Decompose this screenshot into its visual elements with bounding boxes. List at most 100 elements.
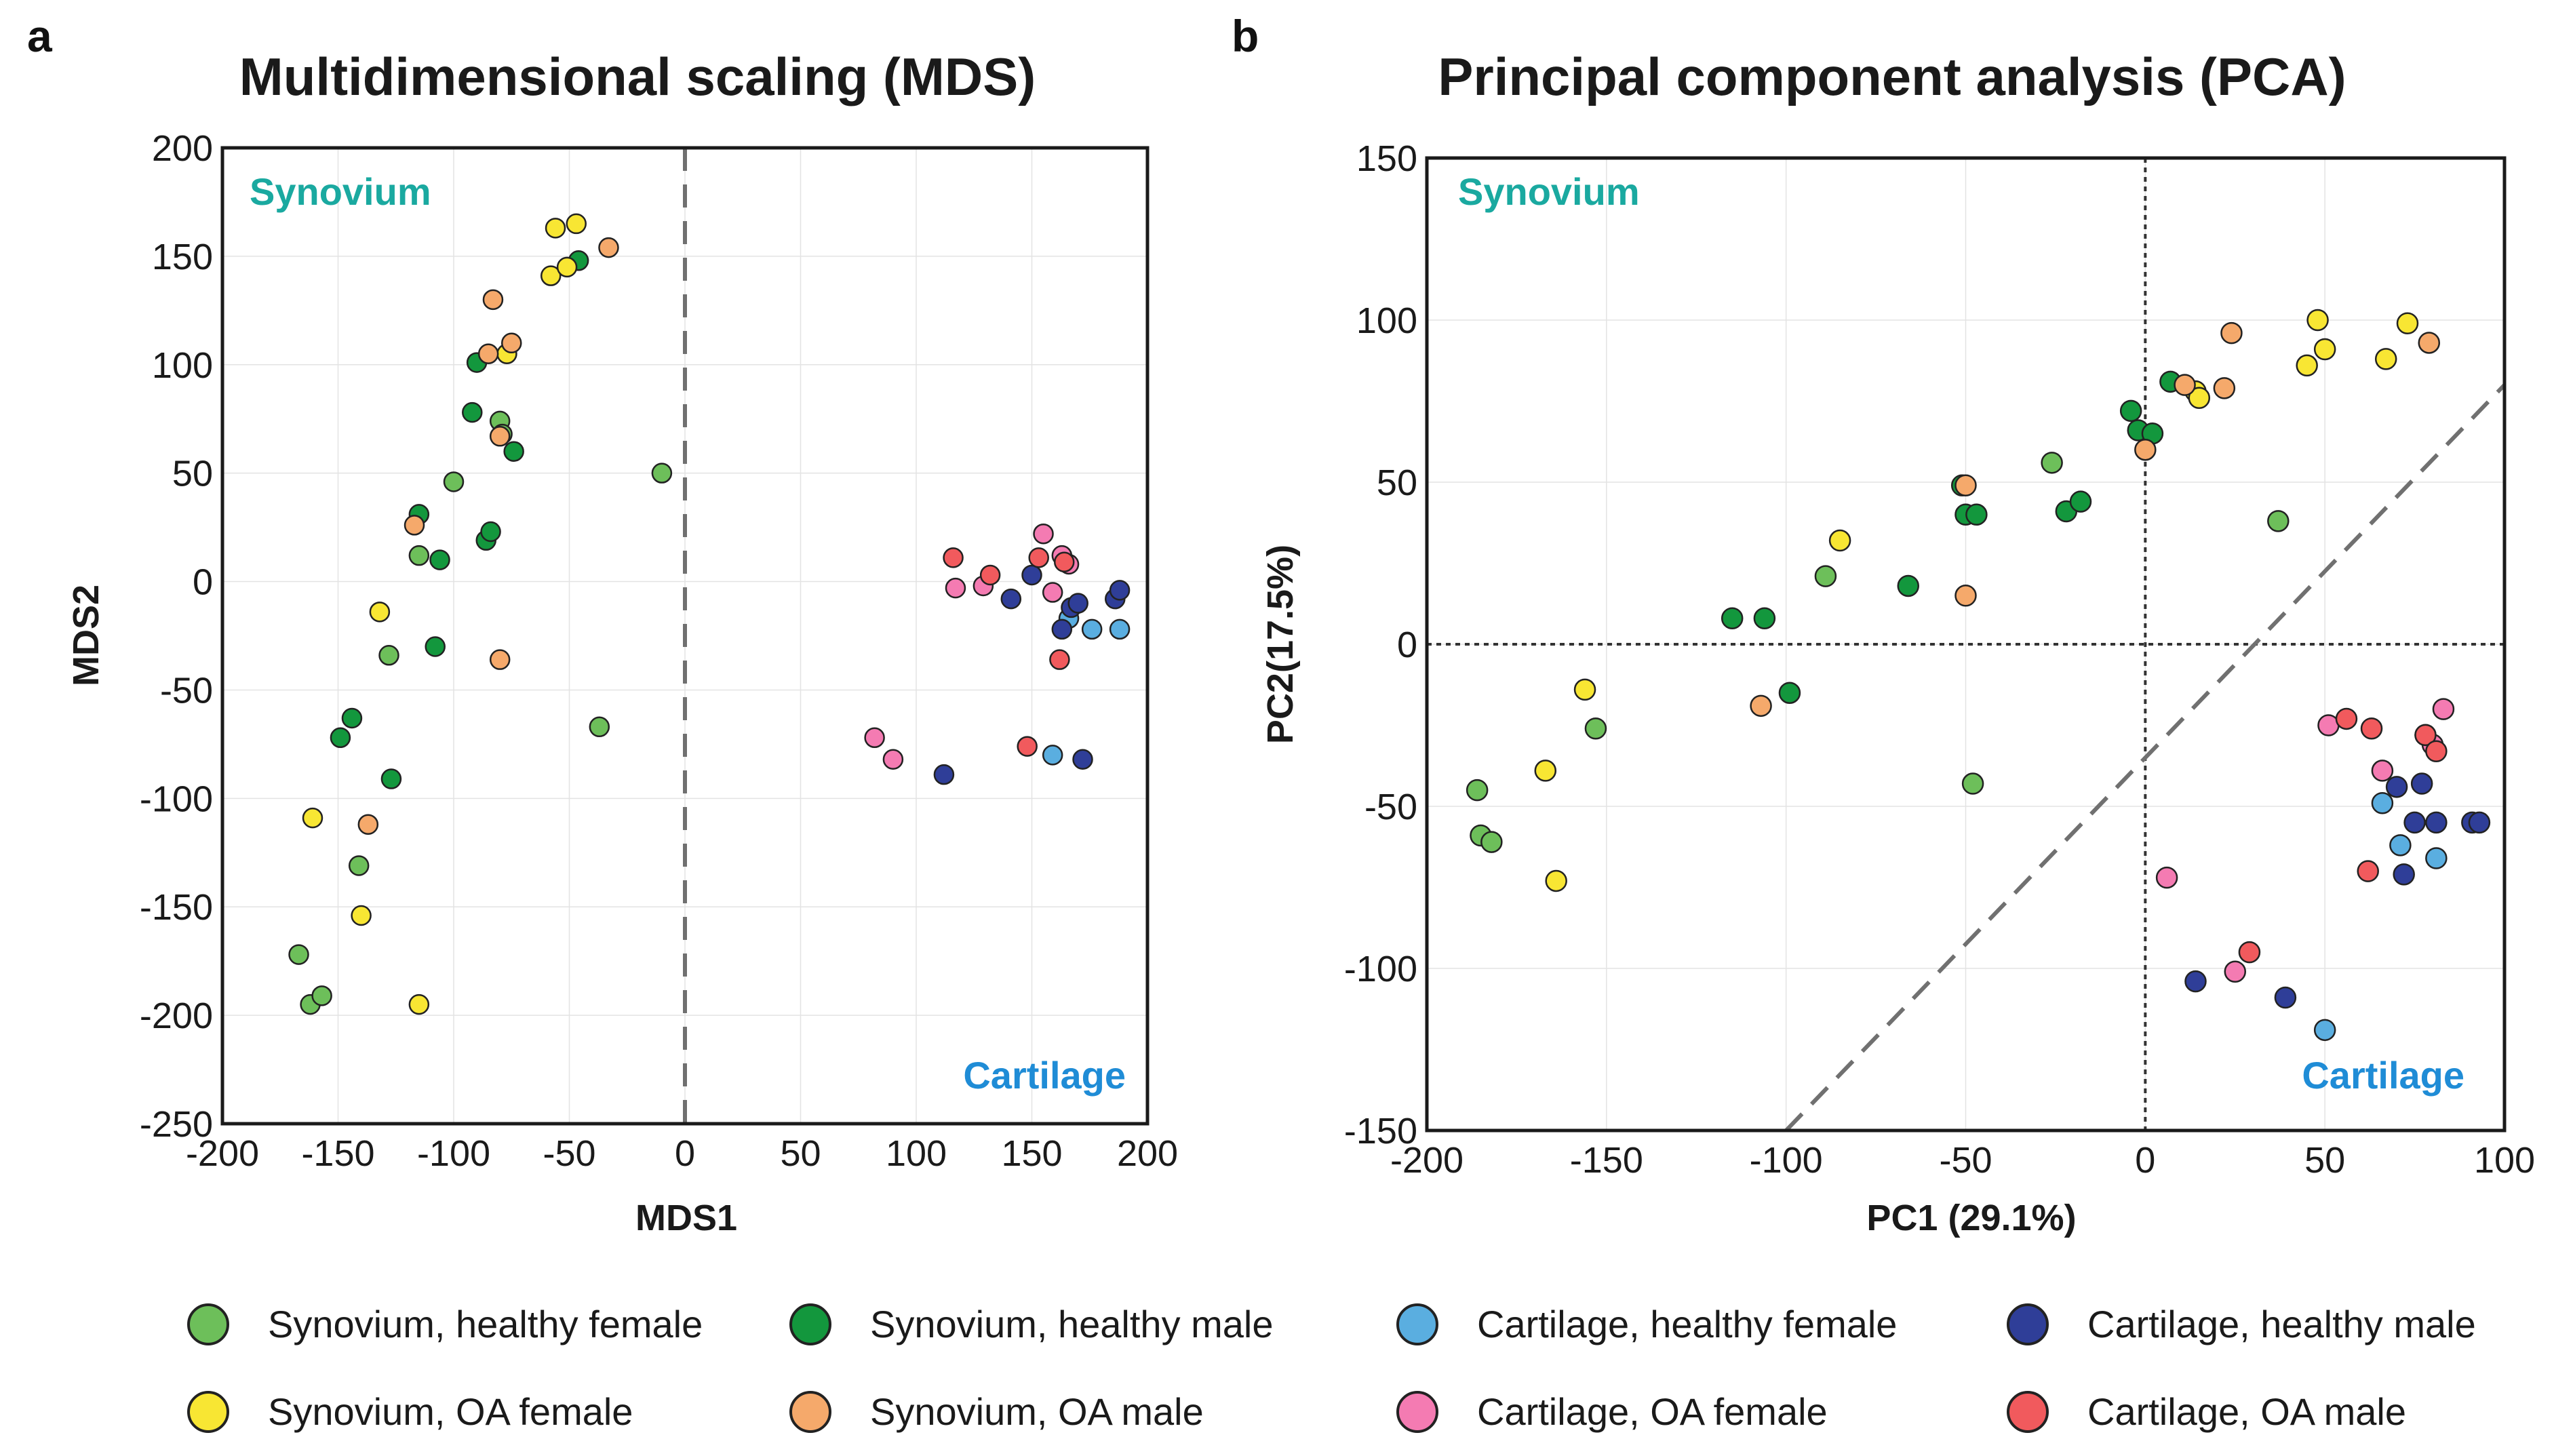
- pca-point-cartilage-healthy-male: [2184, 970, 2207, 993]
- legend-label-cartilage-oa-male: Cartilage, OA male: [2087, 1390, 2406, 1433]
- mds-x-tick-label: 0: [675, 1133, 695, 1174]
- pca-point-cartilage-oa-male: [2357, 860, 2379, 882]
- panel-letter-a: a: [27, 11, 53, 61]
- mds-point-synovium-healthy-male: [330, 727, 351, 749]
- mds-point-synovium-healthy-female: [651, 463, 673, 484]
- pca-point-cartilage-oa-female: [2432, 698, 2455, 720]
- mds-point-cartilage-healthy-male: [1109, 580, 1131, 601]
- pca-y-tick-label: -100: [1344, 949, 1417, 989]
- pca-point-synovium-oa-male: [2220, 321, 2243, 345]
- mds-point-synovium-oa-male: [477, 343, 499, 365]
- pca-point-synovium-healthy-female: [1480, 831, 1503, 853]
- pca-x-tick-label: 100: [2474, 1140, 2535, 1181]
- pca-point-synovium-healthy-male: [1965, 503, 1988, 526]
- legend-label-synovium-oa-male: Synovium, OA male: [870, 1390, 1204, 1433]
- mds-point-synovium-healthy-female: [378, 645, 399, 666]
- mds-point-synovium-oa-male: [501, 332, 522, 354]
- pca-point-cartilage-healthy-male: [2274, 986, 2297, 1009]
- mds-y-ticks: -250 -200 -150 -100 -50 0 50 100 150 200: [140, 128, 213, 1145]
- pca-x-ticks: -200 -150 -100 -50 0 50 100: [1390, 1140, 2535, 1181]
- mds-point-synovium-oa-female: [540, 265, 562, 286]
- mds-point-cartilage-healthy-male: [1021, 564, 1042, 586]
- mds-point-cartilage-oa-male: [1053, 551, 1075, 573]
- pca-point-cartilage-healthy-male: [2468, 811, 2491, 834]
- pca-point-cartilage-oa-female: [2224, 960, 2246, 983]
- mds-x-tick-label: 100: [886, 1133, 947, 1174]
- pca-point-synovium-oa-male: [2213, 377, 2236, 399]
- pca-point-synovium-healthy-female: [1961, 772, 1984, 795]
- mds-point-synovium-oa-male: [489, 649, 511, 670]
- mds-point-synovium-healthy-female: [408, 545, 430, 566]
- mds-x-tick-label: -100: [417, 1133, 490, 1174]
- mds-y-tick-label: 100: [152, 345, 213, 386]
- mds-x-tick-label: 200: [1117, 1133, 1178, 1174]
- pca-point-synovium-healthy-female: [1466, 779, 1489, 802]
- mds-grid: [222, 147, 1148, 1124]
- pca-point-cartilage-healthy-male: [2393, 863, 2415, 886]
- mds-point-cartilage-healthy-male: [1051, 618, 1073, 640]
- pca-point-synovium-healthy-male: [1778, 682, 1801, 704]
- pca-point-cartilage-oa-male: [2414, 724, 2437, 747]
- mds-point-synovium-healthy-male: [429, 549, 450, 570]
- pca-point-synovium-oa-male: [1750, 694, 1772, 717]
- pca-point-synovium-oa-male: [1954, 474, 1977, 497]
- pca-reference-line-segment: [1784, 383, 2507, 1133]
- mds-y-tick-label: 150: [152, 237, 213, 277]
- mds-point-cartilage-oa-male: [979, 564, 1001, 586]
- pca-point-cartilage-oa-male: [2360, 717, 2383, 740]
- mds-x-axis-label: MDS1: [635, 1198, 737, 1238]
- mds-point-cartilage-healthy-male: [1067, 593, 1088, 614]
- legend-marker-cartilage-oa-male: [2007, 1391, 2049, 1433]
- pca-y-tick-label: -50: [1364, 787, 1417, 827]
- panel-letter-b: b: [1232, 11, 1259, 61]
- legend-marker-synovium-oa-male: [789, 1391, 831, 1433]
- mds-point-cartilage-oa-female: [945, 577, 966, 599]
- mds-point-synovium-healthy-female: [443, 471, 465, 492]
- mds-point-cartilage-oa-male: [1017, 736, 1038, 757]
- pca-point-cartilage-healthy-male: [2385, 776, 2408, 798]
- pca-x-tick-label: -100: [1750, 1140, 1823, 1181]
- pca-point-synovium-healthy-male: [1721, 607, 1744, 630]
- pca-synovium-label: Synovium: [1458, 170, 1640, 213]
- pca-point-synovium-oa-female: [2313, 338, 2336, 361]
- pca-point-cartilage-healthy-female: [2389, 834, 2412, 857]
- mds-x-tick-label: 50: [780, 1133, 821, 1174]
- mds-point-synovium-healthy-female: [348, 855, 370, 876]
- mds-point-cartilage-oa-female: [882, 749, 904, 770]
- pca-reference-lines: [1427, 158, 2507, 1133]
- mds-point-synovium-healthy-male: [462, 401, 483, 423]
- mds-point-synovium-healthy-male: [425, 636, 446, 657]
- pca-x-tick-label: -200: [1390, 1140, 1463, 1181]
- mds-point-cartilage-healthy-male: [933, 764, 955, 785]
- legend-label-synovium-oa-female: Synovium, OA female: [268, 1390, 633, 1433]
- pca-y-tick-label: -150: [1344, 1111, 1417, 1152]
- pca-y-tick-label: 50: [1377, 463, 1417, 503]
- legend-label-synovium-healthy-female: Synovium, healthy female: [268, 1303, 703, 1345]
- pca-point-synovium-healthy-male: [1897, 574, 1920, 597]
- mds-x-tick-label: 150: [1001, 1133, 1062, 1174]
- mds-point-synovium-healthy-female: [288, 944, 309, 965]
- pca-point-synovium-healthy-female: [2267, 510, 2290, 532]
- mds-points: [288, 213, 1131, 1015]
- pca-y-tick-label: 0: [1397, 625, 1417, 665]
- mds-point-synovium-oa-male: [489, 426, 511, 447]
- mds-y-tick-label: 50: [172, 454, 213, 494]
- pca-point-synovium-oa-female: [1545, 869, 1567, 892]
- mds-point-synovium-oa-male: [482, 289, 504, 311]
- mds-point-synovium-oa-female: [545, 218, 566, 239]
- mds-point-synovium-oa-female: [408, 993, 430, 1015]
- pca-point-synovium-oa-female: [2396, 312, 2419, 335]
- pca-points: [1466, 309, 2491, 1042]
- pca-x-tick-label: 50: [2304, 1140, 2345, 1181]
- pca-point-synovium-oa-female: [2374, 348, 2397, 370]
- pca-point-cartilage-healthy-male: [2410, 772, 2433, 795]
- mds-x-ticks: -200 -150 -100 -50 0 50 100 150 200: [186, 1133, 1178, 1174]
- mds-point-cartilage-oa-female: [1033, 523, 1054, 545]
- mds-point-synovium-oa-female: [566, 213, 587, 235]
- mds-point-synovium-oa-male: [404, 515, 425, 536]
- legend-marker-cartilage-healthy-male: [2007, 1303, 2049, 1345]
- legend-marker-synovium-healthy-male: [789, 1303, 831, 1345]
- legend-label-cartilage-healthy-female: Cartilage, healthy female: [1477, 1303, 1897, 1345]
- mds-x-tick-label: -150: [301, 1133, 374, 1174]
